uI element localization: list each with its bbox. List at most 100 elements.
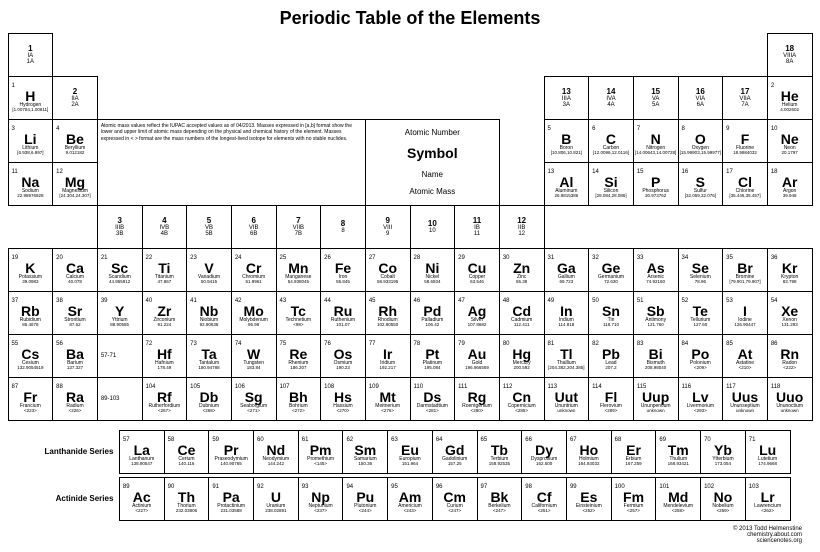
element-cell-mt: 109MtMeitnerium<276> [365, 377, 411, 421]
group-header-17: 17VIIA7A [722, 76, 768, 120]
element-cell-ge: 32GeGermanium72.630 [588, 248, 634, 292]
atomic-mass: 83.798 [783, 280, 797, 285]
atomic-number: 24 [235, 255, 242, 261]
atomic-number: 84 [682, 341, 689, 347]
atomic-mass: 162.500 [536, 462, 552, 467]
element-symbol: Te [693, 304, 708, 318]
element-symbol: Al [559, 175, 573, 189]
element-cell-cf: 98CfCalifornium<251> [521, 477, 567, 521]
atomic-number: 47 [458, 298, 465, 304]
element-symbol: Uup [642, 390, 669, 404]
element-symbol: Ti [158, 261, 170, 275]
atomic-number: 46 [414, 298, 421, 304]
atomic-number: 59 [212, 437, 219, 443]
atomic-mass: unknown [557, 409, 575, 414]
atomic-number: 9 [726, 126, 729, 132]
element-cell-: 57-71 [97, 334, 143, 378]
element-symbol: Ge [602, 261, 621, 275]
group-header-12: 12IIB12 [499, 205, 545, 249]
atomic-mass: <226> [69, 409, 82, 414]
atomic-mass: <251> [538, 509, 551, 514]
atomic-mass: 174.9668 [758, 462, 777, 467]
atomic-mass: <276> [381, 409, 394, 414]
element-cell-eu: 63EuEuropium151.964 [387, 430, 433, 474]
atomic-number: 80 [503, 341, 510, 347]
element-cell-s: 16SSulfur[32.059,32.076] [678, 162, 724, 206]
element-symbol: P [651, 175, 660, 189]
atomic-number: 57-71 [101, 353, 116, 359]
element-symbol: Ba [66, 347, 84, 361]
atomic-number: 79 [458, 341, 465, 347]
element-cell-uus: 117UusUnunseptiumunknown [722, 377, 768, 421]
element-symbol: Se [692, 261, 709, 275]
atomic-mass: 40.078 [68, 280, 82, 285]
element-symbol: Pd [423, 304, 441, 318]
element-symbol: Pm [310, 443, 332, 457]
group-header-16: 16VIA6A [678, 76, 724, 120]
element-cell-mg: 12MgMagnesium[24.304,24.307] [52, 162, 98, 206]
element-cell-na: 11NaSodium22.98976928 [8, 162, 54, 206]
element-cell-at: 85AtAstatine<210> [722, 334, 768, 378]
atomic-number: 106 [235, 384, 245, 390]
atomic-number: 74 [235, 341, 242, 347]
element-cell-cn: 112CnCopernicium<285> [499, 377, 545, 421]
atomic-mass: <98> [293, 323, 303, 328]
element-cell-ca: 20CaCalcium40.078 [52, 248, 98, 292]
element-cell-ta: 73TaTantalum180.94788 [186, 334, 232, 378]
element-cell-tm: 69TmThulium168.93421 [655, 430, 701, 474]
element-cell-b: 5BBoron[10.806,10.821] [544, 119, 590, 163]
element-symbol: H [25, 89, 35, 103]
atomic-number: 28 [414, 255, 421, 261]
element-cell-hf: 72HfHafnium178.49 [142, 334, 188, 378]
element-cell-ga: 31GaGallium69.723 [544, 248, 590, 292]
atomic-number: 43 [280, 298, 287, 304]
element-symbol: Md [668, 490, 688, 504]
atomic-number: 112 [503, 384, 513, 390]
element-cell-bh: 107BhBohrium<272> [276, 377, 322, 421]
element-symbol: Cr [246, 261, 262, 275]
atomic-number: 102 [704, 484, 714, 490]
atomic-mass: <262> [761, 509, 774, 514]
element-symbol: Dy [535, 443, 553, 457]
atomic-mass: 158.92535 [489, 462, 510, 467]
element-cell-k: 19KPotassium39.0983 [8, 248, 54, 292]
element-cell-cm: 96CmCurium<247> [432, 477, 478, 521]
element-cell-gd: 64GdGadolinium157.25 [432, 430, 478, 474]
element-symbol: Ac [133, 490, 151, 504]
atomic-number: 82 [592, 341, 599, 347]
atomic-mass: <270> [337, 409, 350, 414]
element-cell-tb: 65TbTerbium158.92535 [477, 430, 523, 474]
atomic-mass: [10.806,10.821] [551, 151, 582, 156]
atomic-mass: 118.710 [603, 323, 619, 328]
element-symbol: Mt [380, 390, 396, 404]
element-cell-sb: 51SbAntimony121.760 [633, 291, 679, 335]
atomic-number: 26 [324, 255, 331, 261]
element-cell-ac: 89AcActinium<227> [119, 477, 165, 521]
atomic-mass: 18.9984032 [733, 151, 757, 156]
element-symbol: Rg [468, 390, 487, 404]
element-symbol: U [271, 490, 281, 504]
atomic-mass: 20.1797 [782, 151, 798, 156]
element-symbol: Ag [468, 304, 487, 318]
element-symbol: Cf [537, 490, 552, 504]
atomic-number: 93 [302, 484, 309, 490]
element-symbol: Ca [66, 261, 84, 275]
atomic-number: 65 [481, 437, 488, 443]
atomic-mass: 47.867 [157, 280, 171, 285]
element-cell-am: 95AmAmericium<243> [387, 477, 433, 521]
atomic-mass: <271> [247, 409, 260, 414]
group-header-8: 88 [320, 205, 366, 249]
element-cell-pr: 59PrPraseodymium140.90765 [208, 430, 254, 474]
element-cell-lr: 103LrLawrencium<262> [745, 477, 791, 521]
element-cell-sc: 21ScScandium44.955912 [97, 248, 143, 292]
element-cell-uup: 115UupUnunpentiumunknown [633, 377, 679, 421]
atomic-number: 69 [659, 437, 666, 443]
atomic-number: 114 [592, 384, 602, 390]
element-symbol: Zn [513, 261, 530, 275]
element-symbol: Lr [761, 490, 775, 504]
atomic-number: 16 [682, 169, 689, 175]
element-cell-sg: 106SgSeaborgium<271> [231, 377, 277, 421]
element-symbol: Na [21, 175, 39, 189]
atomic-number: 57 [123, 437, 130, 443]
element-symbol: Rb [21, 304, 40, 318]
